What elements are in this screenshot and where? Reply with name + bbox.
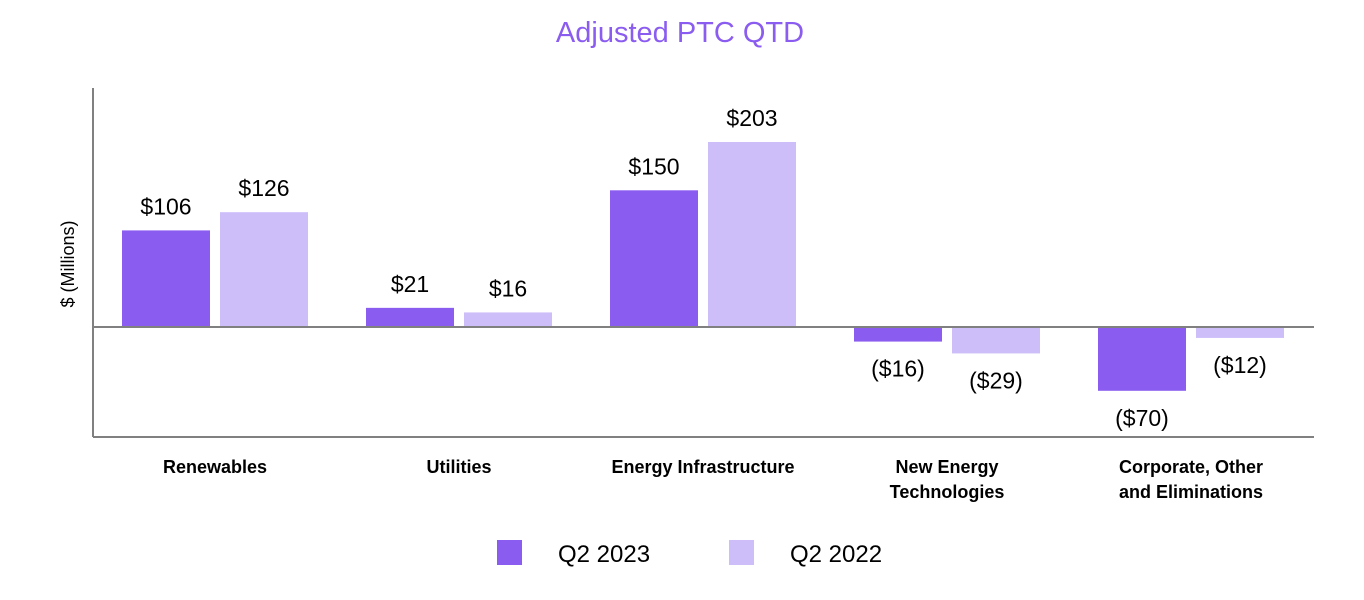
data-label-q2-2023-4: ($70) [1115, 405, 1169, 431]
chart-title: Adjusted PTC QTD [556, 17, 804, 49]
category-labels-layer: Renewables Utilities Energy Infrastructure… [163, 457, 1263, 502]
bar-q2-2022-4 [1196, 327, 1284, 338]
category-label-line: Renewables [163, 457, 267, 477]
category-label-2: Energy Infrastructure [611, 457, 794, 477]
bar-q2-2023-0 [122, 230, 210, 327]
bar-q2-2022-2 [708, 142, 796, 327]
data-label-q2-2023-2: $150 [628, 153, 679, 179]
category-label-1: Utilities [426, 457, 491, 477]
legend-swatch-q2-2022 [729, 540, 754, 565]
data-label-q2-2022-1: $16 [489, 275, 527, 301]
data-label-q2-2023-0: $106 [140, 193, 191, 219]
category-label-line: New Energy [895, 457, 998, 477]
category-label-line: Technologies [890, 482, 1005, 502]
bar-q2-2022-1 [464, 312, 552, 327]
legend-label-q2-2022: Q2 2022 [790, 541, 882, 568]
legend: Q2 2023 Q2 2022 [497, 540, 882, 568]
category-label-0: Renewables [163, 457, 267, 477]
data-label-q2-2022-4: ($12) [1213, 352, 1267, 378]
category-label-line: Energy Infrastructure [611, 457, 794, 477]
legend-label-q2-2023: Q2 2023 [558, 541, 650, 568]
data-label-q2-2023-1: $21 [391, 271, 429, 297]
bar-q2-2022-0 [220, 212, 308, 327]
category-label-3: New Energy Technologies [890, 457, 1005, 502]
bar-q2-2023-4 [1098, 327, 1186, 391]
data-label-q2-2023-3: ($16) [871, 356, 925, 382]
data-label-q2-2022-2: $203 [726, 105, 777, 131]
bar-q2-2023-2 [610, 190, 698, 327]
legend-swatch-q2-2023 [497, 540, 522, 565]
bars-layer [122, 142, 1284, 391]
data-label-q2-2022-0: $126 [238, 175, 289, 201]
data-labels-layer: $106 $126 $21 $16 $150 $203 ($16) ($29) ($70) ($1… [140, 105, 1266, 431]
bar-q2-2023-3 [854, 327, 942, 342]
category-label-line: Corporate, Other [1119, 457, 1263, 477]
bar-q2-2022-3 [952, 327, 1040, 354]
category-label-line: Utilities [426, 457, 491, 477]
category-label-4: Corporate, Other and Eliminations [1119, 457, 1263, 502]
y-axis-label: $ (Millions) [58, 220, 78, 307]
bar-q2-2023-1 [366, 307, 454, 327]
category-label-line: and Eliminations [1119, 482, 1263, 502]
data-label-q2-2022-3: ($29) [969, 367, 1023, 393]
